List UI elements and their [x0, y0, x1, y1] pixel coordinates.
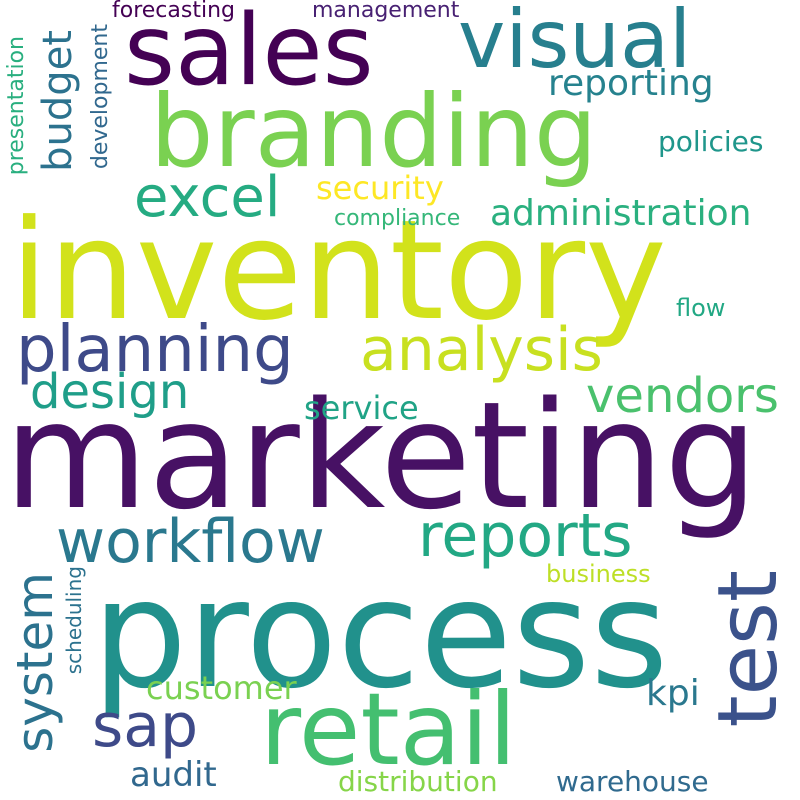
word-service: service — [304, 389, 419, 427]
word-audit: audit — [130, 755, 217, 795]
word-budget: budget — [35, 30, 81, 172]
word-management: management — [312, 0, 460, 23]
word-distribution: distribution — [338, 765, 498, 798]
word-presentation: presentation — [4, 36, 29, 176]
word-policies: policies — [658, 125, 764, 158]
word-compliance: compliance — [334, 206, 461, 231]
word-kpi: kpi — [646, 673, 700, 714]
word-design: design — [30, 364, 190, 420]
word-development: development — [88, 24, 113, 170]
word-forecasting: forecasting — [112, 0, 235, 23]
word-flow: flow — [676, 294, 726, 322]
word-system: system — [6, 572, 64, 753]
word-excel: excel — [134, 165, 281, 230]
word-analysis: analysis — [360, 315, 603, 385]
word-test: test — [701, 570, 796, 728]
word-process: process — [92, 548, 669, 722]
word-warehouse: warehouse — [556, 765, 709, 798]
word-marketing: marketing — [4, 370, 759, 542]
word-sap: sap — [92, 691, 199, 761]
word-reports: reports — [418, 501, 633, 571]
word-inventory: inventory — [10, 190, 667, 351]
word-vendors: vendors — [586, 368, 779, 424]
word-scheduling: scheduling — [62, 566, 86, 675]
word-business: business — [546, 560, 651, 588]
word-branding: branding — [150, 73, 598, 190]
word-customer: customer — [146, 669, 297, 707]
word-reporting: reporting — [548, 63, 714, 104]
word-sales: sales — [124, 0, 374, 108]
word-visual: visual — [458, 0, 692, 86]
word-planning: planning — [16, 313, 294, 387]
word-retail: retail — [260, 671, 517, 788]
word-security: security — [316, 169, 444, 207]
word-workflow: workflow — [56, 507, 325, 577]
word-administration: administration — [490, 193, 752, 234]
